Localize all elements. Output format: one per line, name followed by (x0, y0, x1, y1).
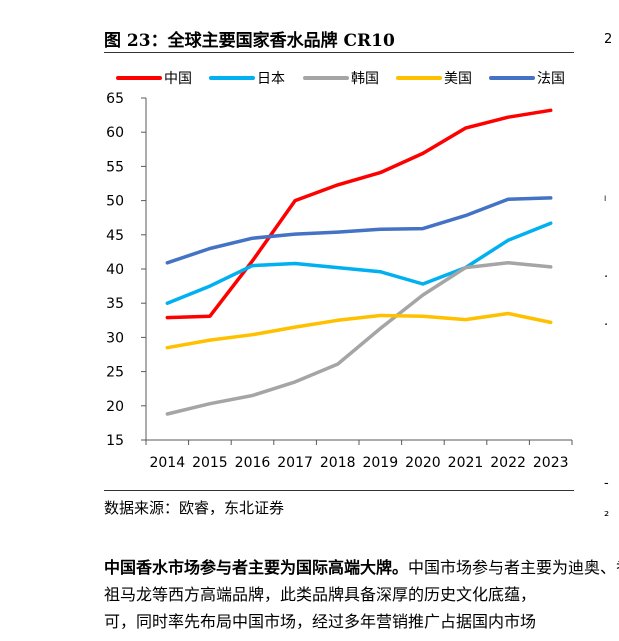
margin-mark: · (604, 270, 609, 285)
chart-legend: 中国 日本 韩国 美国 法国 (116, 71, 565, 87)
margin-mark: 2 (604, 32, 613, 47)
y-tick-label: 25 (106, 365, 124, 381)
y-tick-label: 45 (106, 228, 124, 244)
source-rule (104, 490, 574, 491)
legend-label: 中国 (164, 71, 192, 87)
series-line-日本 (165, 221, 553, 305)
y-tick-label: 40 (106, 262, 124, 278)
legend-label: 法国 (537, 71, 565, 87)
figure-title: 图 23：全球主要国家香水品牌 CR10 (104, 31, 395, 51)
legend-label: 美国 (444, 71, 472, 87)
x-axis: 2014 2015 2016 2017 2018 2019 2020 2021 2022 2023 (145, 439, 573, 471)
legend-label: 日本 (257, 71, 285, 87)
x-tick-label: 2022 (490, 455, 526, 471)
x-tick-label: 2018 (320, 455, 356, 471)
y-tick-label: 35 (106, 296, 124, 312)
body-line-1-rest: 中国市场参与者主要为迪奥、香奈儿、 (408, 558, 619, 577)
x-tick-label: 2020 (405, 455, 441, 471)
x-tick-label: 2021 (448, 455, 484, 471)
body-paragraph-line-1: 中国香水市场参与者主要为国际高端大牌。中国市场参与者主要为迪奥、香奈儿、 (104, 554, 619, 578)
body-lead-sentence: 中国香水市场参与者主要为国际高端大牌。 (104, 558, 409, 577)
figure-source: 数据来源：欧睿，东北证券 (104, 499, 285, 517)
y-tick-label: 30 (106, 330, 124, 346)
title-rule (104, 52, 574, 53)
y-tick-label: 20 (106, 399, 124, 415)
x-tick-label: 2023 (533, 455, 569, 471)
x-tick-label: 2015 (192, 455, 228, 471)
x-tick-label: 2016 (235, 455, 271, 471)
legend-label: 韩国 (351, 71, 379, 87)
series-line-中国 (165, 108, 553, 320)
margin-mark: ₗ (604, 190, 607, 205)
y-tick-label: 15 (106, 433, 124, 449)
x-tick-label: 2014 (149, 455, 185, 471)
series-line-美国 (165, 311, 553, 350)
series-line-法国 (165, 196, 553, 265)
body-paragraph-line-2: 祖马龙等西方高端品牌，此类品牌具备深厚的历史文化底蕴， (104, 585, 537, 604)
series-lines (165, 108, 553, 416)
margin-mark: - (604, 476, 609, 491)
x-tick-label: 2019 (362, 455, 398, 471)
series-line-韩国 (165, 261, 553, 416)
margin-mark: ₂ (604, 505, 610, 520)
y-tick-label: 55 (106, 159, 124, 175)
margin-mark: · (604, 318, 609, 333)
y-tick-label: 60 (106, 125, 124, 141)
y-tick-label: 50 (106, 194, 124, 210)
body-paragraph-line-3: 可，同时率先布局中国市场，经过多年营销推广占据国内市场 (104, 612, 537, 631)
y-axis: 15 20 25 30 35 40 45 50 55 60 65 (106, 91, 147, 449)
y-tick-label: 65 (106, 91, 124, 107)
x-tick-label: 2017 (277, 455, 313, 471)
